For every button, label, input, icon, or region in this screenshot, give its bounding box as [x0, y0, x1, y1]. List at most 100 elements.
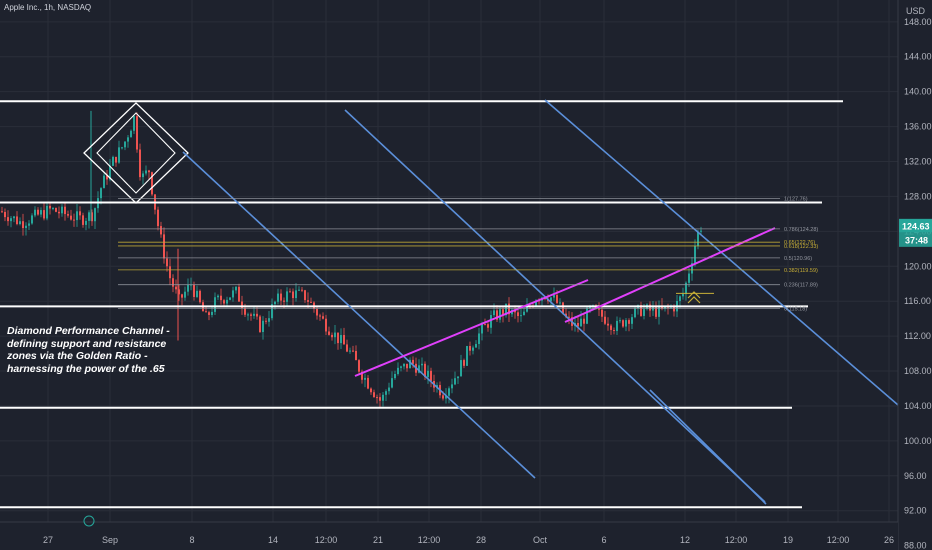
time-tick-label: 6 [601, 535, 606, 545]
candle-body [526, 305, 528, 312]
candle-body [325, 318, 327, 332]
candle-body [148, 170, 150, 173]
candle-body [253, 313, 255, 316]
candle-body [271, 304, 273, 319]
candle-body [100, 188, 102, 199]
candle-body [331, 334, 333, 338]
diagonal-channel-line [649, 389, 767, 505]
candle-body [4, 211, 6, 218]
annotation-text[interactable]: Diamond Performance Channel - defining s… [7, 325, 170, 375]
candle-body [187, 284, 189, 292]
candle-body [376, 397, 378, 399]
candle-body [298, 289, 300, 291]
drawings[interactable] [0, 99, 921, 509]
candle-body [184, 291, 186, 298]
candle-body [394, 373, 396, 379]
candle-body [7, 217, 9, 222]
time-tick-label: 12:00 [418, 535, 441, 545]
candle-body [214, 297, 216, 312]
candle-body [481, 324, 483, 334]
candle-body [346, 344, 348, 352]
candle-body [175, 286, 177, 290]
diagonal-channel-line [344, 109, 766, 503]
candle-body [34, 209, 36, 216]
candle-body [652, 307, 654, 311]
fib-retracement[interactable]: 1(127.76) 0.786(124.28) 0.65(122.76)0.618(… [118, 197, 818, 313]
price-tick-label: 108.00 [904, 366, 932, 376]
candle-body [622, 320, 624, 327]
candle-body [682, 294, 684, 297]
candle-body [232, 290, 234, 298]
candle-body [109, 165, 111, 180]
candle-body [199, 290, 201, 303]
candle-body [82, 215, 84, 225]
time-tick-label: 14 [268, 535, 278, 545]
candle-body [349, 350, 351, 352]
candle-body [283, 300, 285, 302]
time-axis-bg [0, 522, 898, 550]
candle-body [694, 245, 696, 264]
candle-body [163, 234, 165, 259]
candle-body [391, 378, 393, 388]
last-price-tag [899, 218, 932, 233]
candle-body [604, 316, 606, 324]
candle-body [430, 370, 432, 381]
candle-body [229, 297, 231, 300]
candle-body [643, 309, 645, 316]
trend-line [354, 279, 589, 377]
candle-body [307, 300, 309, 302]
candle-body [691, 263, 693, 274]
symbol-title: Apple Inc., 1h, NASDAQ [4, 3, 92, 12]
candle-body [343, 335, 345, 345]
price-tick-label: 120.00 [904, 261, 932, 271]
time-axis[interactable]: 27 Sep 8 14 12:00 21 12:00 28 Oct 6 12 12:00 19 12:00… [0, 515, 898, 550]
candle-body [607, 323, 609, 326]
candle-body [304, 290, 306, 301]
candle-body [31, 215, 33, 224]
candle-body [181, 294, 183, 298]
candle-body [379, 397, 381, 401]
candle-body [361, 371, 363, 380]
candle-body [403, 363, 405, 367]
candle-body [178, 289, 180, 295]
candle-body [67, 214, 69, 216]
price-tick-label: 140.00 [904, 87, 932, 97]
candle-body [16, 216, 18, 225]
price-tick-label: 92.00 [904, 506, 927, 516]
price-tick-label: 144.00 [904, 52, 932, 62]
candle-body [679, 296, 681, 302]
candle-body [400, 366, 402, 368]
candle-body [73, 219, 75, 221]
grid [0, 0, 898, 547]
candle-body [70, 215, 72, 220]
candle-body [37, 209, 39, 215]
candle-body [598, 308, 600, 310]
candle-body [310, 301, 312, 303]
candle-body [58, 211, 60, 214]
candle-body [580, 318, 582, 327]
candle-body [385, 391, 387, 395]
price-tick-label: 96.00 [904, 471, 927, 481]
price-tick-label: 132.00 [904, 157, 932, 167]
candle-body [208, 312, 210, 315]
candle-body [559, 302, 561, 304]
candle-body [373, 392, 375, 398]
candle-body [421, 363, 423, 366]
candle-body [556, 295, 558, 303]
candle-body [118, 147, 120, 163]
candle-body [22, 221, 24, 229]
candle-body [550, 297, 552, 302]
candle-body [292, 291, 294, 299]
candle-body [517, 312, 519, 317]
candle-body [442, 395, 444, 399]
time-tick-label: 27 [43, 535, 53, 545]
price-tick-label: 148.00 [904, 17, 932, 27]
candle-body [205, 311, 207, 313]
candle-body [577, 322, 579, 327]
candle-body [340, 335, 342, 344]
candle-body [136, 116, 138, 150]
candle-body [523, 311, 525, 316]
